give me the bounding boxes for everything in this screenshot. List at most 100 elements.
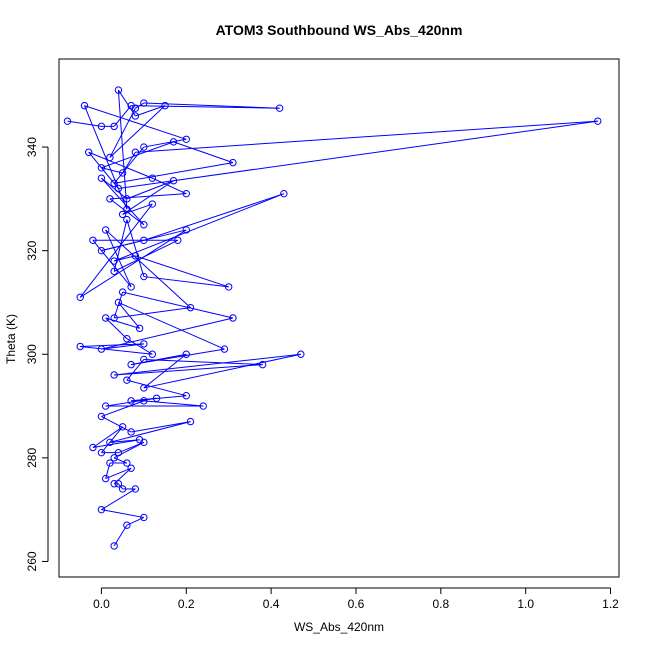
- data-point: [131, 252, 140, 260]
- series-segment: [135, 102, 145, 109]
- series-segment: [105, 317, 128, 340]
- data-point: [131, 485, 140, 493]
- series-segment: [118, 120, 598, 189]
- data-point: [123, 521, 131, 529]
- series-segment: [122, 151, 136, 174]
- series-segment: [113, 291, 124, 319]
- data-point: [127, 464, 135, 472]
- data-point: [280, 189, 288, 198]
- data-point: [127, 428, 135, 436]
- data-point: [140, 355, 148, 364]
- series-segment: [113, 105, 132, 127]
- series-segment: [126, 359, 145, 381]
- data-point: [84, 148, 93, 156]
- series-segment: [88, 151, 153, 179]
- data-point: [123, 459, 131, 467]
- data-point: [101, 474, 110, 483]
- data-point: [127, 397, 135, 405]
- x-tick-label: 1.2: [602, 597, 619, 611]
- data-point: [80, 101, 89, 110]
- series-segment: [152, 177, 187, 195]
- data-point: [182, 350, 190, 358]
- data-point: [123, 205, 131, 213]
- series-segment: [143, 400, 204, 407]
- series-segment: [113, 219, 128, 272]
- data-point: [169, 177, 178, 185]
- data-point: [169, 138, 178, 146]
- series-segment: [92, 426, 123, 448]
- data-point: [148, 350, 157, 358]
- data-point: [275, 104, 284, 112]
- series-segment: [135, 120, 598, 153]
- data-point: [131, 148, 140, 156]
- data-point: [135, 324, 144, 333]
- series-segment: [126, 180, 174, 200]
- series-segment: [113, 239, 179, 272]
- plot-frame: [58, 58, 620, 578]
- data-point: [101, 226, 110, 234]
- data-point: [161, 101, 169, 110]
- data-point: [106, 153, 114, 162]
- series-segment: [80, 343, 144, 347]
- data-point: [97, 505, 106, 514]
- series-segment: [105, 229, 132, 288]
- data-point: [594, 117, 602, 125]
- data-point: [297, 350, 305, 358]
- y-tick-label: 340: [25, 137, 39, 157]
- x-tick-label: 0.6: [348, 597, 365, 611]
- data-point: [199, 402, 207, 410]
- series-segment: [126, 379, 187, 397]
- data-point: [114, 480, 123, 488]
- series-segment: [135, 105, 166, 117]
- data-point: [123, 215, 131, 224]
- x-tick-label: 0.8: [432, 597, 449, 611]
- series-segment: [92, 439, 140, 448]
- data-point: [140, 513, 148, 522]
- data-point: [97, 164, 106, 172]
- data-point: [97, 448, 106, 457]
- data-point: [97, 246, 106, 255]
- y-axis-label: Theta (K): [4, 314, 18, 364]
- data-point: [97, 174, 106, 182]
- data-point: [114, 298, 123, 307]
- data-point: [97, 345, 106, 353]
- series-segment: [114, 353, 301, 376]
- series-segment: [109, 107, 136, 158]
- data-point: [123, 195, 131, 203]
- data-point: [114, 86, 123, 94]
- data-point: [182, 392, 190, 400]
- y-axis: 260 280 300 320 340: [25, 137, 49, 571]
- series-segment: [67, 120, 102, 127]
- data-point: [106, 438, 114, 447]
- series-segment: [117, 90, 128, 210]
- data-point: [110, 267, 118, 276]
- x-axis: 0.0 0.2 0.4 0.6 0.8 1.0 1.2: [93, 587, 619, 611]
- series-segment: [101, 415, 132, 433]
- y-tick-label: 300: [25, 344, 39, 364]
- x-tick-label: 1.0: [517, 597, 534, 611]
- data-point: [118, 210, 127, 219]
- data-point: [89, 236, 97, 245]
- series-segment: [122, 180, 174, 215]
- data-point: [106, 459, 114, 467]
- data-point: [118, 169, 127, 177]
- y-tick-label: 320: [25, 240, 39, 260]
- series-segment: [101, 177, 128, 200]
- data-point: [110, 371, 118, 379]
- x-axis-label: WS_Abs_420nm: [294, 620, 384, 634]
- series-segment: [131, 105, 280, 109]
- data-point: [106, 195, 114, 203]
- x-tick-label: 0.0: [93, 597, 110, 611]
- series-segment: [135, 255, 229, 288]
- series-segment: [101, 509, 144, 518]
- data-point: [229, 314, 237, 322]
- y-tick-label: 260: [25, 551, 39, 571]
- data-point: [140, 384, 148, 392]
- data-point: [220, 345, 229, 353]
- series-segment: [143, 353, 301, 389]
- data-point: [229, 158, 237, 167]
- data-point: [186, 417, 195, 426]
- series-segment: [122, 291, 234, 319]
- series-segment: [109, 421, 191, 443]
